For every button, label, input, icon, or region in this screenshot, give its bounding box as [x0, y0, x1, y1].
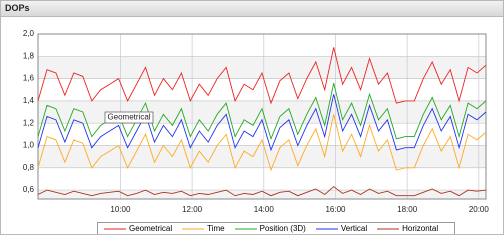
chart: 0,6 0,8 1,0 1,2 1,4 1,6 1,8 2,0 10:00 12:00 14:00 1…	[23, 29, 490, 214]
legend-item: Vertical	[315, 224, 368, 233]
legend-label: Time	[207, 224, 225, 233]
series-line	[37, 114, 487, 172]
x-tick-label: 20:00	[469, 205, 490, 214]
series-line	[37, 47, 487, 105]
legend-label: Vertical	[340, 224, 368, 233]
series-line	[37, 94, 487, 152]
legend-label: Position (3D)	[259, 224, 306, 233]
legend-swatch	[234, 228, 257, 229]
tooltip: Geometrical	[104, 111, 154, 124]
y-tick-label: 0,6	[23, 185, 35, 194]
band	[38, 145, 486, 168]
y-tick-label: 1,2	[23, 118, 35, 127]
y-tick-label: 1,0	[23, 141, 35, 150]
series-line	[37, 186, 487, 197]
y-tick-label: 1,6	[23, 74, 35, 83]
y-tick-label: 1,8	[23, 51, 35, 60]
plot-border	[37, 33, 487, 200]
y-tick-label: 0,8	[23, 163, 35, 172]
y-tick-label: 1,4	[23, 96, 35, 105]
legend-item: Time	[182, 224, 225, 233]
legend-label: Horizontal	[402, 224, 439, 233]
band	[38, 190, 486, 199]
legend-swatch	[104, 228, 126, 229]
x-tick-label: 10:00	[110, 205, 131, 214]
x-tick-label: 18:00	[397, 205, 418, 214]
band	[38, 56, 486, 79]
dops-panel: DOPs 0,6 0,8 1,0 1,2 1,4 1,6 1,8 2,0 10:00 12:00 1…	[0, 0, 504, 235]
legend-item: Geometrical	[104, 224, 172, 233]
legend-swatch	[315, 228, 338, 229]
legend: Geometrical Time Position (3D) Vertical Hori…	[97, 222, 456, 234]
tooltip-text: Geometrical	[107, 113, 150, 122]
y-tick-label: 2,0	[23, 29, 35, 38]
tooltip-box	[104, 111, 154, 124]
x-tick-label: 14:00	[254, 205, 275, 214]
legend-swatch	[377, 228, 400, 229]
panel-title: DOPs	[1, 1, 503, 17]
legend-item: Horizontal	[377, 224, 438, 233]
legend-swatch	[182, 228, 205, 229]
x-tick-label: 12:00	[182, 205, 203, 214]
legend-label: Geometrical	[129, 224, 173, 233]
x-tick-label: 16:00	[325, 205, 346, 214]
legend-item: Position (3D)	[234, 224, 306, 233]
